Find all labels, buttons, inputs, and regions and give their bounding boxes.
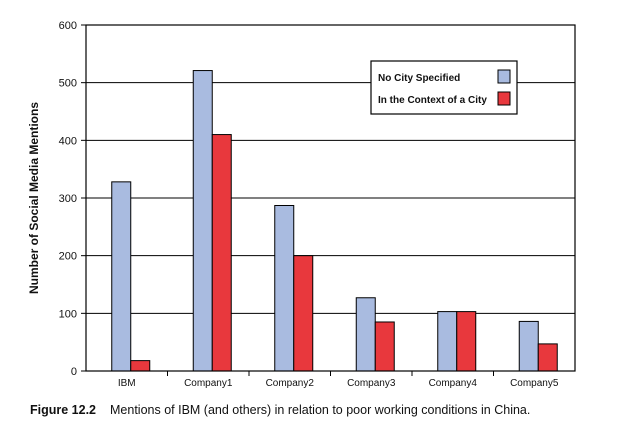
bar-company4-series-2 [456,311,477,372]
bar-company2-series-1 [274,204,295,372]
bar-company5-series-1 [518,320,539,372]
y-tick-label: 500 [59,78,77,90]
figure-label: Figure 12.2 [30,403,96,417]
axes: 0 100 200 300 400 500 600 IBM Company1 Company2 Co… [59,20,576,389]
figure-caption: Figure 12.2 Mentions of IBM (and others) … [30,403,530,417]
caption-text: Mentions of IBM (and others) in relation… [110,403,531,417]
y-axis-label: Number of Social Media Mentions [27,102,41,294]
legend-box [370,60,518,115]
legend: No City Specified In the Context of a Cit… [370,60,518,115]
legend-label: In the Context of a City [378,95,487,106]
legend-swatch [497,91,511,106]
bar-company5-series-2 [537,343,558,372]
bar-company3-series-1 [355,297,376,372]
y-tick-label: 200 [59,251,77,263]
bar-company2-series-2 [293,255,314,372]
y-tick-label: 300 [59,193,77,205]
x-tick-label: IBM [118,378,136,389]
bar-company3-series-2 [374,321,395,372]
x-tick-label: Company2 [266,378,315,389]
y-tick-label: 0 [71,366,77,378]
bar-ibm-series-1 [111,181,132,372]
bar-chart: 0 100 200 300 400 500 600 IBM Company1 Company2 Co… [27,20,576,389]
bar-company1-series-2 [211,134,232,372]
bar-ibm-series-2 [130,360,151,372]
x-tick-label: Company5 [510,378,559,389]
y-tick-label: 400 [59,135,77,147]
bar-company1-series-1 [192,70,213,372]
bars [111,70,558,372]
legend-label: No City Specified [378,73,460,84]
bar-company4-series-1 [437,311,458,372]
x-tick-label: Company4 [429,378,478,389]
legend-swatch [497,69,511,84]
y-tick-label: 600 [59,20,77,32]
y-tick-label: 100 [59,308,77,320]
x-tick-label: Company1 [184,378,233,389]
x-tick-label: Company3 [347,378,396,389]
grid-lines [86,82,575,314]
